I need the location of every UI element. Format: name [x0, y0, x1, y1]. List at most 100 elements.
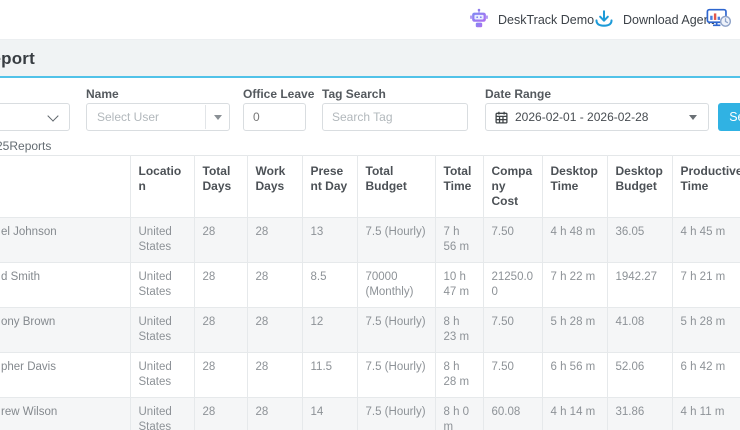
table-cell: 41.08	[607, 307, 673, 353]
page-title: Report	[0, 49, 35, 68]
column-header: Desktop Time	[542, 155, 608, 218]
table-cell: 36.05	[607, 217, 673, 263]
user-name-cell: ony Brown	[0, 307, 131, 353]
table-cell: United States	[130, 397, 195, 430]
table-cell: United States	[130, 262, 195, 308]
topbar: DeskTrack Demo Download Agent	[0, 0, 740, 40]
table-cell: 5 h 28 m	[672, 307, 740, 353]
table-cell: 4 h 14 m	[542, 397, 608, 430]
calendar-icon	[495, 111, 508, 124]
office-leave-label: Office Leave	[243, 87, 315, 101]
table-cell: United States	[130, 352, 195, 398]
table-cell: 28	[194, 262, 248, 308]
table-cell: United States	[130, 217, 195, 263]
table-cell: 28	[194, 307, 248, 353]
table-cell: 7 h 56 m	[435, 217, 484, 263]
caret-down-icon	[205, 105, 229, 129]
user-name-cell: d Smith	[0, 262, 131, 308]
table-cell: 7.5 (Hourly)	[357, 352, 436, 398]
column-header: Present Day	[302, 155, 358, 218]
report-table-container: Location Total Days Work Days Present Day To…	[0, 155, 740, 430]
name-select[interactable]: Select User	[86, 103, 230, 131]
download-agent-button[interactable]: Download Agent	[593, 0, 714, 40]
table-cell: 8 h 28 m	[435, 352, 484, 398]
table-cell: 7.5 (Hourly)	[357, 397, 436, 430]
column-header: Total Days	[194, 155, 248, 218]
column-header: Company Cost	[483, 155, 543, 218]
table-cell: 52.06	[607, 352, 673, 398]
table-cell: 70000 (Monthly)	[357, 262, 436, 308]
table-cell: 13	[302, 217, 358, 263]
table-row: d Smith United States 28 28 8.5 70000 (Monthl…	[0, 262, 740, 308]
table-row: rew Wilson United States 28 28 14 7.5 (Hourly…	[0, 397, 740, 430]
desktrack-demo-button[interactable]: DeskTrack Demo	[468, 0, 594, 40]
table-cell: 28	[194, 397, 248, 430]
table-cell: 31.86	[607, 397, 673, 430]
table-cell: 7.5 (Hourly)	[357, 307, 436, 353]
column-header: Desktop Budget	[607, 155, 673, 218]
column-header: Total Time	[435, 155, 484, 218]
table-cell: 28	[194, 352, 248, 398]
table-cell: 28	[247, 262, 303, 308]
table-cell: 28	[247, 217, 303, 263]
table-cell: 11.5	[302, 352, 358, 398]
table-cell: 4 h 45 m	[672, 217, 740, 263]
table-cell: 28	[247, 352, 303, 398]
table-cell: 60.08	[483, 397, 543, 430]
user-name-cell: pher Davis	[0, 352, 131, 398]
column-header: Productive Time	[672, 155, 740, 218]
table-cell: 7.50	[483, 352, 543, 398]
group-select[interactable]	[0, 103, 70, 131]
reports-count: 25Reports	[0, 139, 52, 153]
column-header	[0, 155, 131, 218]
date-range-value: 2026-02-01 - 2026-02-28	[515, 110, 649, 124]
report-table: Location Total Days Work Days Present Day To…	[0, 155, 740, 430]
table-row: ony Brown United States 28 28 12 7.5 (Hourly)…	[0, 307, 740, 353]
table-cell: 8 h 0 m	[435, 397, 484, 430]
table-cell: United States	[130, 307, 195, 353]
column-header: Work Days	[247, 155, 303, 218]
table-cell: 4 h 11 m	[672, 397, 740, 430]
column-header: Total Budget	[357, 155, 436, 218]
table-cell: 7 h 22 m	[542, 262, 608, 308]
table-cell: 7.50	[483, 307, 543, 353]
chevron-down-icon	[47, 110, 59, 122]
table-cell: 28	[247, 397, 303, 430]
column-header: Location	[130, 155, 195, 218]
date-range-picker[interactable]: 2026-02-01 - 2026-02-28	[485, 103, 709, 131]
table-cell: 7.5 (Hourly)	[357, 217, 436, 263]
date-range-label: Date Range	[485, 87, 552, 101]
monitor-clock-icon	[706, 7, 732, 34]
table-cell: 4 h 48 m	[542, 217, 608, 263]
table-cell: 28	[194, 217, 248, 263]
table-cell: 6 h 42 m	[672, 352, 740, 398]
user-name-cell: el Johnson	[0, 217, 131, 263]
table-cell: 10 h 47 m	[435, 262, 484, 308]
desktrack-demo-label: DeskTrack Demo	[498, 13, 595, 27]
robot-icon	[468, 8, 490, 33]
help-menu-item[interactable]: H	[706, 0, 740, 40]
table-cell: 6 h 56 m	[542, 352, 608, 398]
download-icon	[593, 8, 615, 33]
table-cell: 1942.27	[607, 262, 673, 308]
tag-search-input[interactable]	[323, 104, 467, 130]
tag-search-label: Tag Search	[322, 87, 386, 101]
table-body: el Johnson United States 28 28 13 7.5 (Hourly…	[0, 217, 740, 430]
name-select-placeholder: Select User	[97, 110, 160, 124]
filter-bar: Name Select User Office Leave Tag Search…	[0, 80, 740, 155]
download-agent-label: Download Agent	[623, 13, 715, 27]
table-cell: 28	[247, 307, 303, 353]
office-leave-input[interactable]	[244, 104, 305, 130]
table-cell: 14	[302, 397, 358, 430]
table-cell: 8 h 23 m	[435, 307, 484, 353]
table-row: el Johnson United States 28 28 13 7.5 (Hourly…	[0, 217, 740, 263]
name-filter-label: Name	[86, 87, 119, 101]
table-header-row: Location Total Days Work Days Present Day To…	[0, 155, 740, 218]
caret-down-icon	[689, 114, 697, 120]
table-cell: 8.5	[302, 262, 358, 308]
table-cell: 12	[302, 307, 358, 353]
search-button[interactable]: Search	[718, 103, 740, 131]
table-cell: 21250.00	[483, 262, 543, 308]
table-cell: 7.50	[483, 217, 543, 263]
tag-search-field-box	[322, 103, 468, 131]
